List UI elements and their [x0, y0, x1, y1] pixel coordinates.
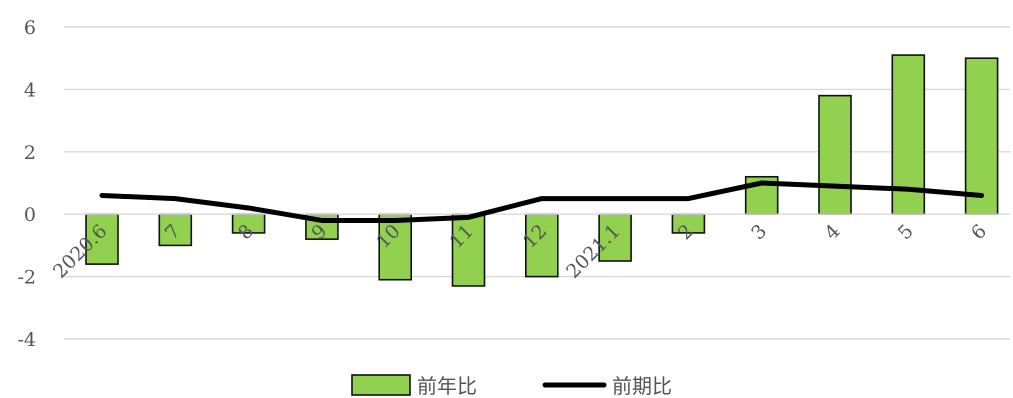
bar [158, 213, 193, 247]
legend-label-line: 前期比 [612, 374, 672, 398]
x-tick-label: 5 [894, 220, 918, 244]
y-tick-label: -2 [17, 267, 36, 289]
bar [85, 213, 119, 265]
x-tick-label: 4 [820, 220, 844, 244]
y-tick-label: 2 [24, 142, 36, 164]
x-tick-label: 6 [967, 220, 991, 244]
bar [964, 57, 999, 216]
legend-label-bar: 前年比 [417, 374, 477, 398]
line-series [99, 180, 985, 223]
y-tick-label: -4 [17, 329, 36, 351]
y-tick-label: 6 [24, 17, 36, 39]
y-axis-ticks: 6 4 2 0 -2 -4 [17, 17, 36, 351]
y-tick-label: 4 [24, 79, 36, 101]
x-tick-label: 3 [747, 220, 771, 244]
legend-swatch-bar [351, 374, 411, 396]
legend: 前年比 前期比 [351, 374, 672, 398]
bar [451, 213, 486, 287]
bar [818, 94, 852, 215]
y-tick-label: 0 [24, 204, 36, 226]
gridlines [64, 26, 1010, 340]
bar-series [85, 54, 999, 287]
